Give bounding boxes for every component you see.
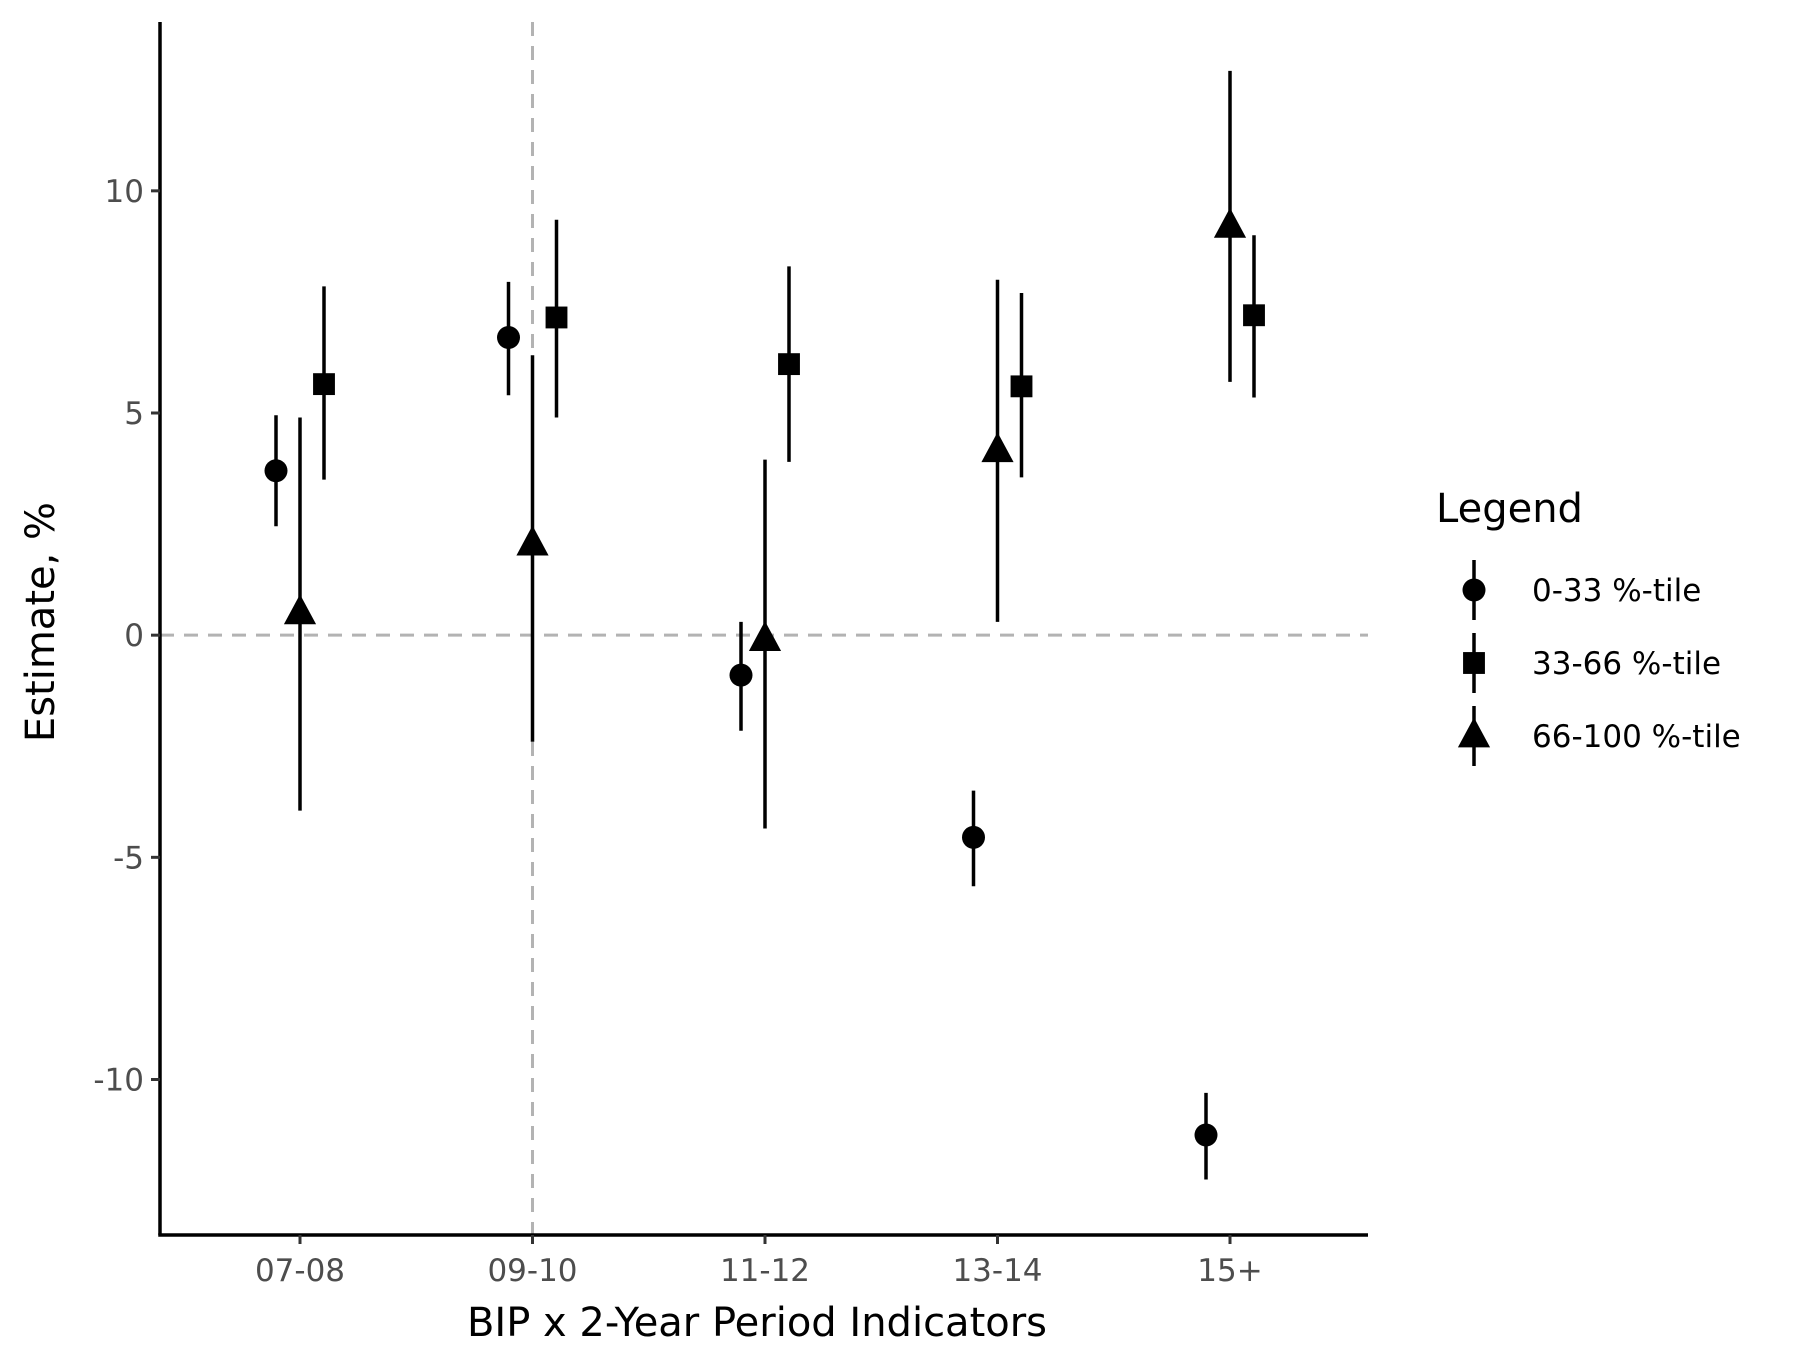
data-point (264, 459, 288, 483)
data-point (497, 325, 520, 349)
data-point (1194, 1123, 1218, 1147)
legend: Legend 0-33 %-tile 33-66 %-tile 66-100 %-t… (1436, 486, 1741, 766)
legend-key-marker (1462, 578, 1486, 602)
x-tick-label: 07-08 (255, 1253, 345, 1289)
data-point (748, 621, 782, 651)
data-point (1010, 375, 1033, 398)
legend-label: 33-66 %-tile (1532, 646, 1721, 682)
legend-label: 0-33 %-tile (1532, 573, 1701, 609)
legend-key-marker (1457, 717, 1491, 748)
x-tick-label: 11-12 (720, 1253, 810, 1289)
x-tick-label: 09-10 (487, 1253, 577, 1289)
plot-area (160, 22, 1368, 1235)
data-point (516, 525, 549, 556)
data-point (283, 594, 317, 625)
legend-item: 0-33 %-tile (1462, 560, 1701, 620)
x-tick-label: 13-14 (952, 1253, 1042, 1289)
axes: -10 -5 0 5 10 07-08 09-10 11-12 13-14 15+ (93, 22, 1368, 1289)
data-point (313, 373, 335, 396)
data-point (981, 432, 1014, 463)
data-point (545, 306, 568, 329)
legend-title: Legend (1436, 486, 1583, 532)
legend-key-marker (1463, 652, 1485, 674)
legend-item: 66-100 %-tile (1457, 706, 1741, 766)
y-tick-label: -10 (93, 1062, 144, 1098)
data-point (1243, 304, 1265, 327)
y-axis-title: Estimate, % (18, 502, 64, 742)
x-tick-label: 15+ (1197, 1253, 1262, 1289)
data-point (778, 353, 800, 376)
y-tick-label: -5 (113, 840, 144, 876)
data-point (1213, 207, 1247, 238)
x-axis-title: BIP x 2-Year Period Indicators (467, 1300, 1047, 1346)
data-point (729, 663, 753, 687)
legend-item: 33-66 %-tile (1463, 633, 1721, 693)
data-point (962, 825, 985, 849)
legend-label: 66-100 %-tile (1532, 719, 1741, 755)
y-tick-label: 0 (124, 618, 144, 654)
y-tick-label: 5 (124, 396, 144, 432)
y-tick-label: 10 (105, 174, 144, 210)
